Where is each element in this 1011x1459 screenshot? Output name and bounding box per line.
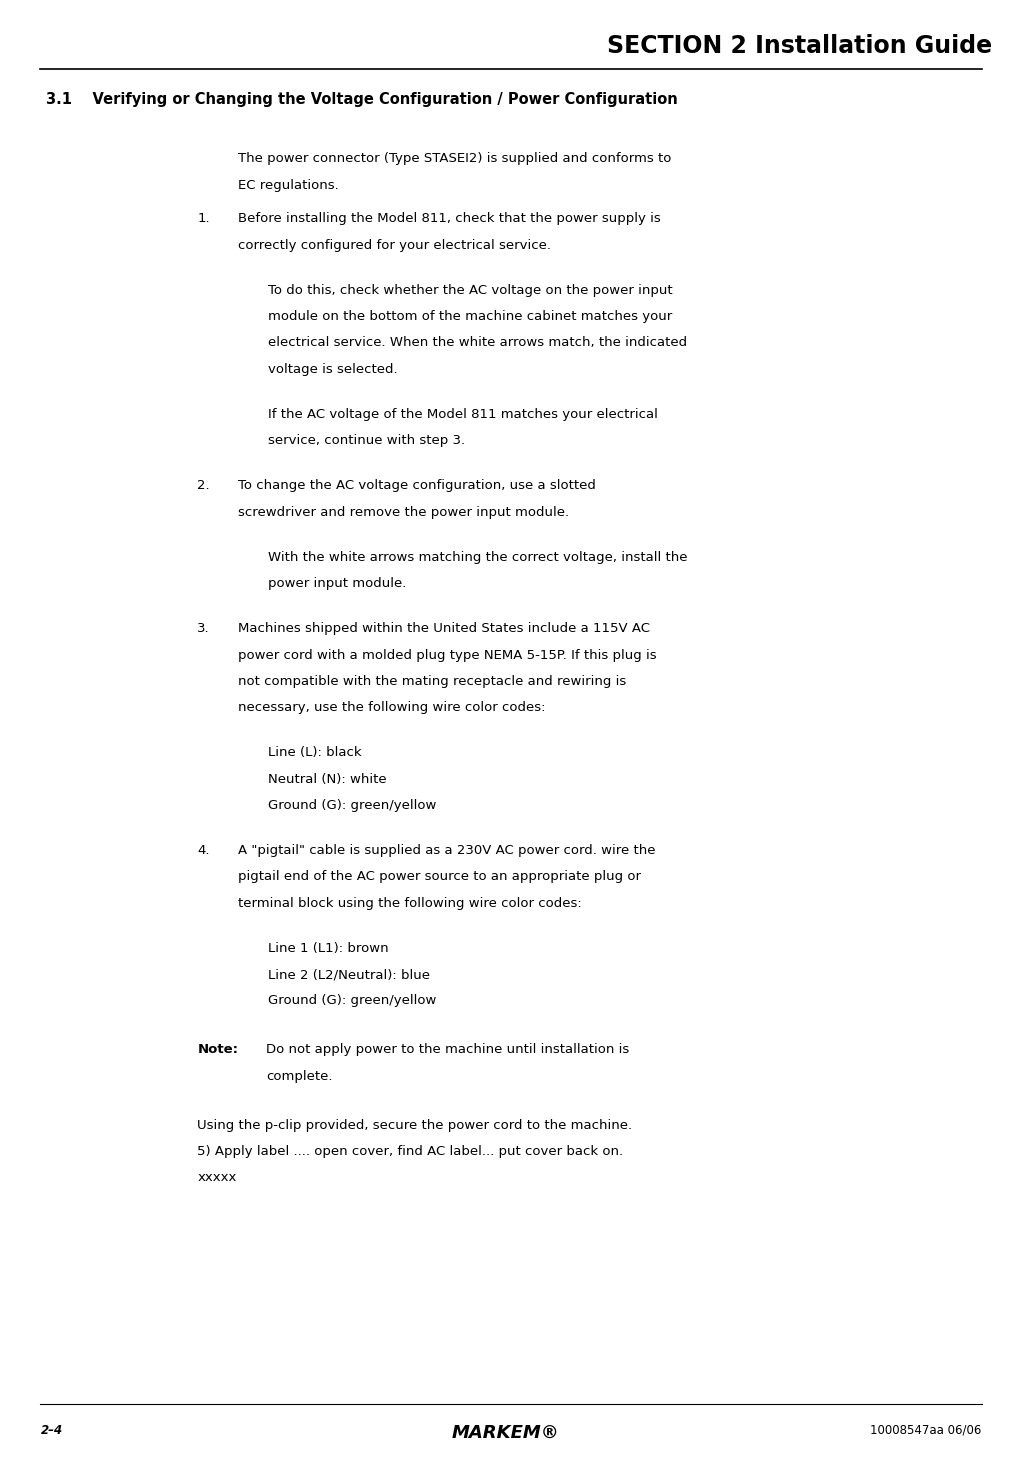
Text: Ground (G): green/yellow: Ground (G): green/yellow <box>268 995 436 1008</box>
Text: screwdriver and remove the power input module.: screwdriver and remove the power input m… <box>238 506 568 519</box>
Text: Machines shipped within the United States include a 115V AC: Machines shipped within the United State… <box>238 623 649 636</box>
Text: The power connector (Type STASEI2) is supplied and conforms to: The power connector (Type STASEI2) is su… <box>238 152 670 165</box>
Text: To change the AC voltage configuration, use a slotted: To change the AC voltage configuration, … <box>238 480 595 493</box>
Text: MARKEM®: MARKEM® <box>452 1424 559 1441</box>
Text: Ground (G): green/yellow: Ground (G): green/yellow <box>268 800 436 813</box>
Text: 5) Apply label .... open cover, find AC label... put cover back on.: 5) Apply label .... open cover, find AC … <box>197 1145 623 1158</box>
Text: EC regulations.: EC regulations. <box>238 178 339 191</box>
Text: 3.: 3. <box>197 623 209 636</box>
Text: 1.: 1. <box>197 213 209 226</box>
Text: 2–4: 2–4 <box>40 1424 63 1437</box>
Text: SECTION 2 Installation Guide: SECTION 2 Installation Guide <box>606 34 991 57</box>
Text: To do this, check whether the AC voltage on the power input: To do this, check whether the AC voltage… <box>268 285 672 298</box>
Text: complete.: complete. <box>266 1069 333 1083</box>
Text: Do not apply power to the machine until installation is: Do not apply power to the machine until … <box>266 1043 629 1056</box>
Text: voltage is selected.: voltage is selected. <box>268 363 397 376</box>
Text: A "pigtail" cable is supplied as a 230V AC power cord. wire the: A "pigtail" cable is supplied as a 230V … <box>238 845 655 858</box>
Text: 3.1    Verifying or Changing the Voltage Configuration / Power Configuration: 3.1 Verifying or Changing the Voltage Co… <box>45 92 676 107</box>
Text: If the AC voltage of the Model 811 matches your electrical: If the AC voltage of the Model 811 match… <box>268 409 657 422</box>
Text: With the white arrows matching the correct voltage, install the: With the white arrows matching the corre… <box>268 552 687 565</box>
Text: power input module.: power input module. <box>268 578 406 591</box>
Text: module on the bottom of the machine cabinet matches your: module on the bottom of the machine cabi… <box>268 311 671 324</box>
Text: pigtail end of the AC power source to an appropriate plug or: pigtail end of the AC power source to an… <box>238 871 640 884</box>
Text: 10008547aa 06/06: 10008547aa 06/06 <box>869 1424 981 1437</box>
Text: service, continue with step 3.: service, continue with step 3. <box>268 435 465 448</box>
Text: power cord with a molded plug type NEMA 5-15P. If this plug is: power cord with a molded plug type NEMA … <box>238 649 656 662</box>
Text: xxxxx: xxxxx <box>197 1172 237 1185</box>
Text: Line 1 (L1): brown: Line 1 (L1): brown <box>268 943 388 956</box>
Text: Line 2 (L2/Neutral): blue: Line 2 (L2/Neutral): blue <box>268 969 430 982</box>
Text: Line (L): black: Line (L): black <box>268 747 362 760</box>
Text: Neutral (N): white: Neutral (N): white <box>268 773 386 786</box>
Text: 2.: 2. <box>197 480 209 493</box>
Text: Before installing the Model 811, check that the power supply is: Before installing the Model 811, check t… <box>238 213 660 226</box>
Text: 4.: 4. <box>197 845 209 858</box>
Text: correctly configured for your electrical service.: correctly configured for your electrical… <box>238 239 550 252</box>
Text: terminal block using the following wire color codes:: terminal block using the following wire … <box>238 897 581 910</box>
Text: Note:: Note: <box>197 1043 239 1056</box>
Text: electrical service. When the white arrows match, the indicated: electrical service. When the white arrow… <box>268 337 686 350</box>
Text: necessary, use the following wire color codes:: necessary, use the following wire color … <box>238 702 545 715</box>
Text: Using the p-clip provided, secure the power cord to the machine.: Using the p-clip provided, secure the po… <box>197 1119 632 1132</box>
Text: not compatible with the mating receptacle and rewiring is: not compatible with the mating receptacl… <box>238 676 626 689</box>
